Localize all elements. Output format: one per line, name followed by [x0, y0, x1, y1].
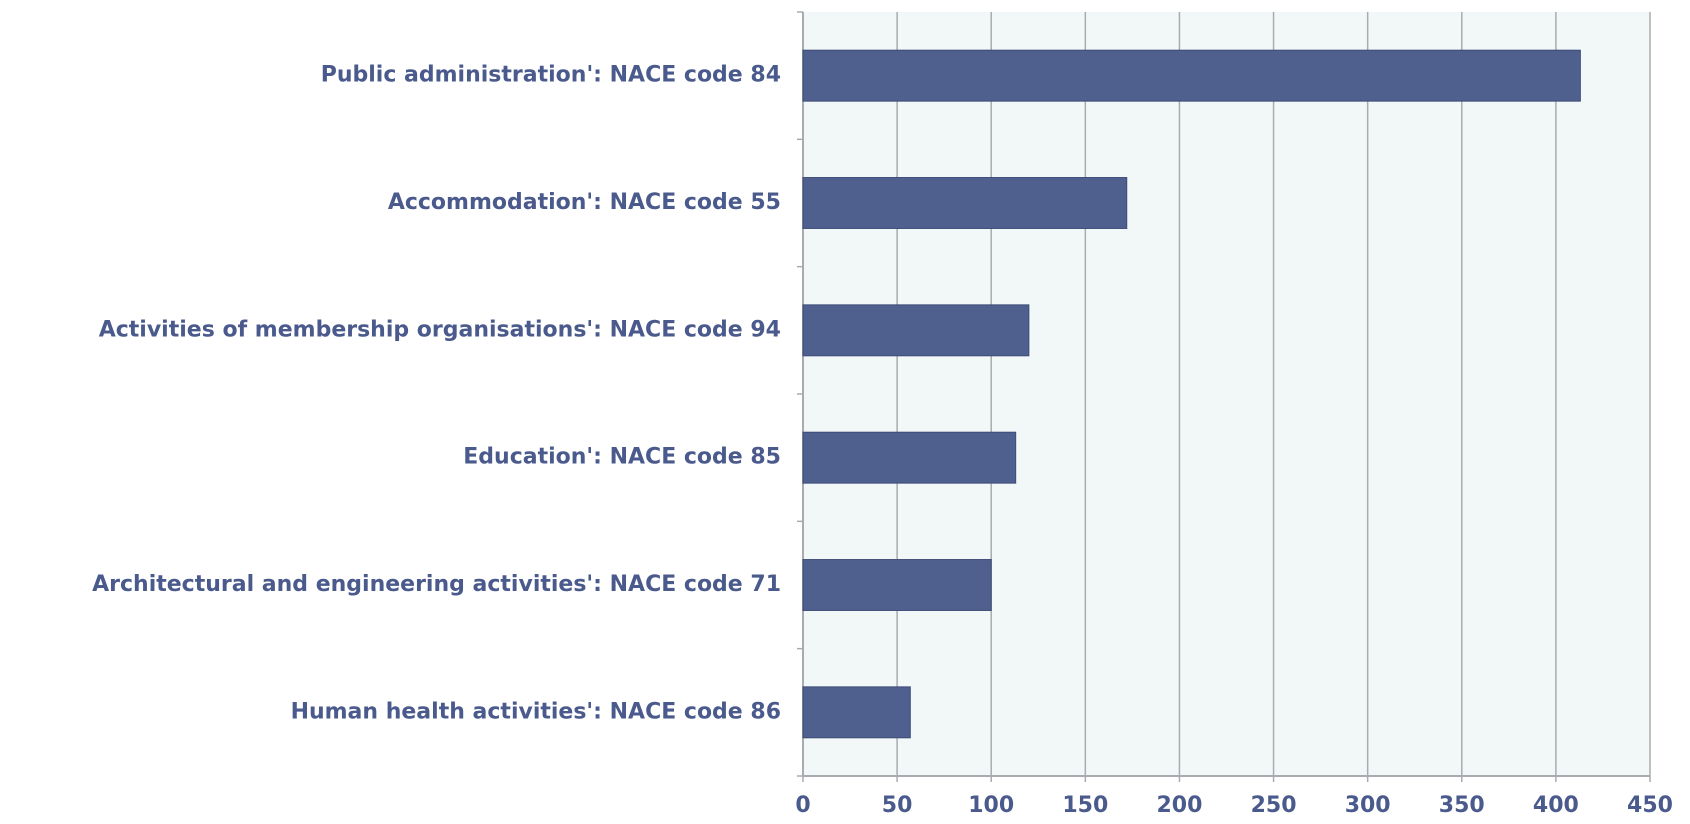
bar	[802, 559, 992, 611]
bar	[802, 304, 1030, 357]
y-tick-label: Human health activities': NACE code 86	[291, 699, 781, 724]
y-tick-label: Accommodation': NACE code 55	[388, 190, 781, 215]
x-tick-label: 450	[1627, 793, 1673, 818]
y-tick-label: Architectural and engineering activities…	[92, 572, 781, 597]
x-tick-label: 400	[1533, 793, 1579, 818]
x-tick-label: 250	[1251, 793, 1297, 818]
bar	[802, 431, 1017, 484]
y-tick-label: Activities of membership organisations':…	[99, 317, 781, 342]
plot-area	[803, 12, 1650, 776]
x-tick-label: 200	[1156, 793, 1202, 818]
x-tick-label: 50	[882, 793, 913, 818]
x-tick-label: 300	[1345, 793, 1391, 818]
bar	[802, 686, 911, 739]
x-tick-label: 150	[1062, 793, 1108, 818]
bar	[802, 177, 1128, 229]
y-tick-label: Education': NACE code 85	[463, 445, 781, 470]
y-tick-label: Public administration': NACE code 84	[321, 63, 781, 88]
x-tick-label: 350	[1439, 793, 1485, 818]
bar	[802, 49, 1581, 102]
x-tick-label: 100	[968, 793, 1014, 818]
x-tick-label: 0	[795, 793, 810, 818]
